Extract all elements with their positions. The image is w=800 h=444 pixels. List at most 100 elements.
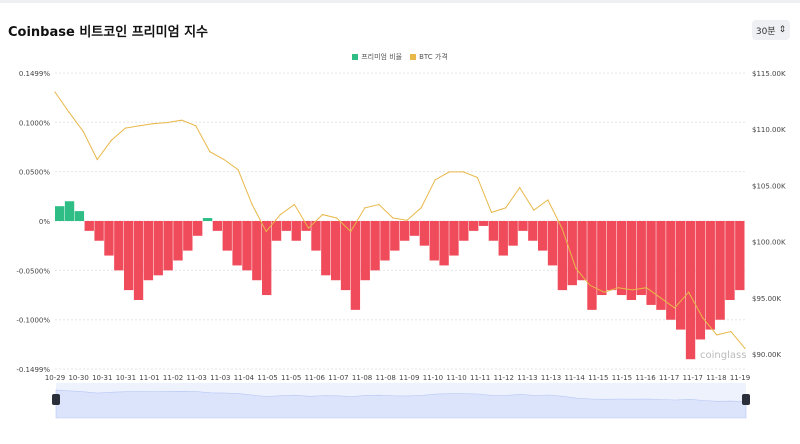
x-tick-label: 10-30: [68, 374, 88, 382]
premium-bar: [626, 221, 637, 300]
premium-bar: [656, 221, 666, 310]
premium-bar: [84, 221, 94, 231]
premium-bar: [133, 221, 144, 300]
premium-bar: [380, 221, 390, 261]
premium-bar: [528, 221, 538, 241]
premium-bar: [400, 221, 410, 241]
up-down-chevron-icon: ⇕: [778, 25, 787, 35]
btc-price-point: [575, 267, 577, 270]
btc-price-point: [659, 297, 662, 299]
x-tick-label: 11-04: [234, 374, 255, 382]
btc-price-point: [617, 287, 619, 289]
premium-bar: [577, 221, 587, 281]
x-tick-label: 11-11: [470, 374, 490, 382]
x-tick-label: 11-08: [376, 374, 396, 382]
premium-bar: [557, 221, 568, 291]
btc-price-point: [54, 91, 56, 93]
btc-price-point: [364, 207, 366, 209]
btc-price-point: [589, 284, 591, 287]
x-tick-label: 10-31: [116, 374, 136, 382]
interval-select[interactable]: 30분 ⇕: [752, 20, 790, 40]
x-tick-label: 11-10: [423, 374, 443, 382]
premium-bar: [212, 221, 223, 231]
btc-price-point: [293, 203, 295, 206]
premium-bar: [232, 221, 242, 266]
premium-bar: [153, 221, 163, 276]
btc-price-point: [152, 122, 155, 125]
btc-price-point: [406, 219, 408, 221]
btc-price-point: [519, 187, 521, 189]
x-tick-label: 11-03: [187, 374, 207, 382]
navigator-right-handle[interactable]: [742, 394, 750, 405]
x-tick-label: 11-19: [730, 374, 750, 382]
premium-bar: [183, 221, 193, 251]
top-border: [0, 0, 800, 3]
legend-item-btc[interactable]: BTC 가격: [410, 52, 448, 62]
premium-bar: [547, 221, 558, 266]
premium-bar: [55, 206, 65, 221]
premium-bar: [488, 221, 499, 241]
premium-bar: [616, 221, 627, 296]
x-tick-label: 11-15: [588, 374, 608, 382]
x-tick-label: 11-17: [659, 374, 679, 382]
premium-bar: [202, 218, 213, 221]
premium-bar: [252, 221, 262, 281]
navigator-series: [55, 389, 747, 419]
premium-bar: [587, 221, 597, 310]
x-tick-label: 11-16: [635, 374, 656, 382]
btc-price-point: [110, 139, 112, 142]
btc-price-point: [688, 291, 690, 293]
premium-bar: [715, 221, 725, 320]
btc-price-point: [96, 158, 98, 161]
premium-bar: [518, 221, 528, 231]
page-title: Coinbase 비트코인 프리미엄 지수: [8, 25, 208, 40]
premium-bar: [281, 221, 292, 231]
btc-price-point: [490, 211, 493, 213]
premium-bar: [390, 221, 400, 251]
premium-bar: [114, 221, 124, 271]
btc-price-point: [251, 203, 253, 206]
x-tick-label: 11-03: [210, 374, 230, 382]
btc-price-point: [138, 125, 141, 127]
premium-bar: [429, 221, 439, 261]
premium-bar: [193, 221, 203, 236]
legend-item-premium[interactable]: 프리미엄 비율: [352, 52, 402, 62]
premium-bar: [350, 221, 361, 310]
premium-bar: [705, 221, 715, 330]
premium-bar: [321, 221, 331, 276]
y-right-tick-label: $115.00K: [752, 70, 786, 78]
btc-price-point: [645, 287, 648, 289]
btc-price-point: [223, 158, 225, 161]
btc-price-point: [462, 171, 464, 173]
btc-price-point: [181, 119, 183, 121]
premium-bar: [291, 221, 301, 241]
premium-bar: [104, 221, 114, 256]
x-tick-label: 11-01: [139, 374, 159, 382]
btc-price-point: [476, 176, 479, 179]
navigator-left-handle[interactable]: [52, 394, 60, 405]
btc-price-point: [744, 347, 746, 349]
premium-bar: [439, 221, 449, 266]
y-left-tick-label: -0.1000%: [16, 317, 50, 325]
btc-price-point: [167, 121, 169, 124]
premium-bar: [64, 201, 75, 221]
btc-price-point: [420, 207, 422, 209]
x-tick-label: 10-31: [92, 374, 112, 382]
premium-bar: [124, 221, 134, 291]
x-tick-label: 11-17: [683, 374, 703, 382]
premium-bar: [94, 221, 104, 241]
premium-bar: [242, 221, 252, 271]
x-tick-label: 11-13: [541, 374, 561, 382]
premium-bar: [666, 221, 676, 320]
premium-bar: [311, 221, 321, 251]
premium-bar: [74, 211, 85, 221]
y-left-tick-label: 0%: [39, 218, 50, 226]
btc-price-point: [336, 217, 338, 219]
premium-bar: [419, 221, 430, 246]
btc-price-point: [378, 203, 380, 206]
premium-bar: [409, 221, 420, 236]
x-tick-label: 11-09: [399, 374, 419, 382]
premium-bar: [725, 221, 735, 300]
premium-bar: [676, 221, 686, 330]
btc-price-point: [237, 169, 239, 171]
